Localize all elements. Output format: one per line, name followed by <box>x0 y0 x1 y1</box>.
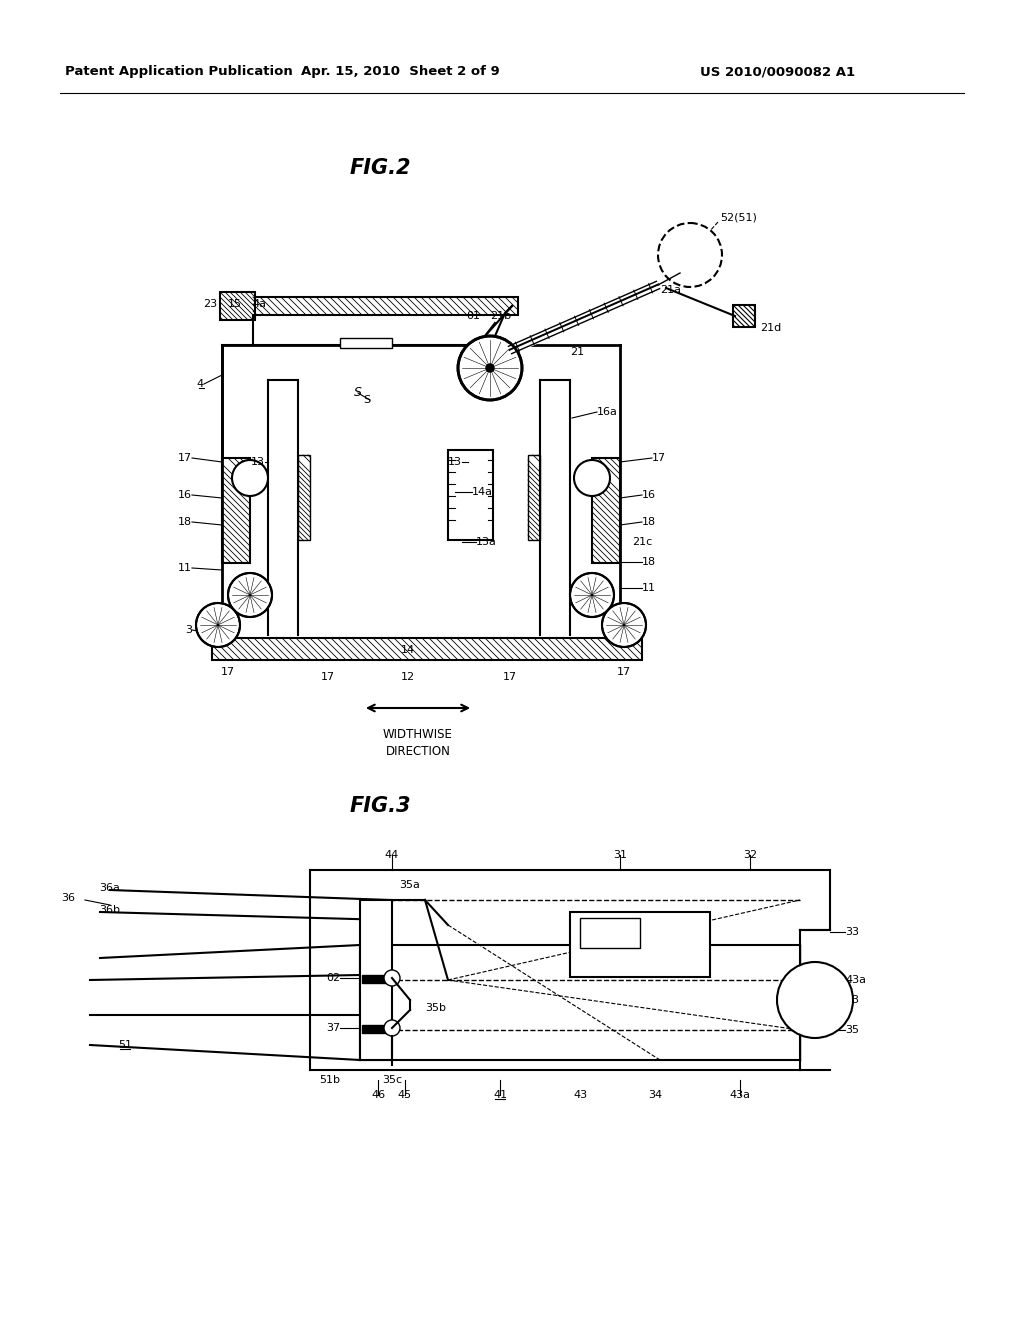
Text: S: S <box>354 385 361 399</box>
Text: 11: 11 <box>642 583 656 593</box>
Circle shape <box>232 459 268 496</box>
Text: 17: 17 <box>178 453 193 463</box>
Text: 53: 53 <box>845 995 859 1005</box>
Text: 21c: 21c <box>632 537 652 546</box>
Polygon shape <box>212 638 642 660</box>
Text: WIDTHWISE: WIDTHWISE <box>383 729 453 741</box>
Text: 43: 43 <box>573 1090 587 1100</box>
Polygon shape <box>592 458 620 564</box>
Text: 51: 51 <box>118 1040 132 1049</box>
Bar <box>340 338 392 348</box>
Text: 44: 44 <box>385 850 399 861</box>
Text: FIG.2: FIG.2 <box>349 158 411 178</box>
Polygon shape <box>528 455 540 540</box>
Circle shape <box>574 459 610 496</box>
Text: 51b: 51b <box>319 1074 341 1085</box>
Text: 21d: 21d <box>760 323 781 333</box>
Text: 11: 11 <box>178 564 193 573</box>
Polygon shape <box>222 458 250 564</box>
Polygon shape <box>733 305 755 327</box>
Text: 13: 13 <box>449 457 462 467</box>
Text: 35: 35 <box>845 1026 859 1035</box>
Text: 32: 32 <box>743 850 757 861</box>
Text: US 2010/0090082 A1: US 2010/0090082 A1 <box>700 66 855 78</box>
Text: 45: 45 <box>398 1090 412 1100</box>
Text: Apr. 15, 2010  Sheet 2 of 9: Apr. 15, 2010 Sheet 2 of 9 <box>301 66 500 78</box>
Text: 36: 36 <box>61 894 75 903</box>
Bar <box>449 450 493 540</box>
Text: 41: 41 <box>493 1090 507 1100</box>
Text: 18: 18 <box>178 517 193 527</box>
Text: 34: 34 <box>648 1090 663 1100</box>
Polygon shape <box>220 292 255 319</box>
Text: 18: 18 <box>642 557 656 568</box>
Text: Patent Application Publication: Patent Application Publication <box>65 66 293 78</box>
Circle shape <box>570 573 614 616</box>
Text: 36b: 36b <box>99 906 120 915</box>
Text: 52(51): 52(51) <box>720 213 757 223</box>
Text: 13a: 13a <box>476 537 497 546</box>
Text: 14a: 14a <box>472 487 493 498</box>
Text: 43: 43 <box>598 940 612 950</box>
Text: 23: 23 <box>203 300 217 309</box>
Text: 35a: 35a <box>399 880 421 890</box>
Text: 12: 12 <box>401 672 415 682</box>
Text: 21b: 21b <box>490 312 511 321</box>
Text: 17: 17 <box>503 672 517 682</box>
Text: 33: 33 <box>845 927 859 937</box>
Text: 4a: 4a <box>252 300 266 309</box>
Bar <box>580 917 640 948</box>
Text: 13: 13 <box>251 457 265 467</box>
Circle shape <box>228 573 272 616</box>
Text: 17: 17 <box>221 667 236 677</box>
Text: 4: 4 <box>197 379 204 389</box>
Text: 17: 17 <box>321 672 335 682</box>
Text: 14: 14 <box>401 645 415 655</box>
Text: 21a: 21a <box>660 285 681 294</box>
Text: 36a: 36a <box>99 883 120 894</box>
Text: 31: 31 <box>613 850 627 861</box>
Bar <box>362 975 390 983</box>
Circle shape <box>658 223 722 286</box>
Circle shape <box>777 962 853 1038</box>
Circle shape <box>602 603 646 647</box>
Text: 21: 21 <box>570 347 584 356</box>
Text: 02: 02 <box>326 973 340 983</box>
Text: 16: 16 <box>178 490 193 500</box>
Text: 17: 17 <box>652 453 667 463</box>
Text: 16: 16 <box>642 490 656 500</box>
Polygon shape <box>298 455 310 540</box>
Bar <box>360 900 392 1060</box>
Bar <box>362 1026 390 1034</box>
Text: 37: 37 <box>326 1023 340 1034</box>
Text: 17: 17 <box>616 667 631 677</box>
Circle shape <box>384 970 400 986</box>
Text: FIG.3: FIG.3 <box>349 796 411 816</box>
Circle shape <box>384 1020 400 1036</box>
Circle shape <box>458 337 522 400</box>
Text: 43a: 43a <box>729 1090 751 1100</box>
Bar <box>570 912 710 977</box>
Text: 01: 01 <box>466 312 480 321</box>
Polygon shape <box>253 297 518 315</box>
Text: 35c: 35c <box>382 1074 402 1085</box>
Text: 43a: 43a <box>845 975 866 985</box>
Text: 16a: 16a <box>597 407 617 417</box>
Text: DIRECTION: DIRECTION <box>386 744 451 758</box>
Text: S: S <box>362 395 370 405</box>
Text: 3: 3 <box>185 624 193 635</box>
Text: 18: 18 <box>642 517 656 527</box>
Circle shape <box>196 603 240 647</box>
Text: 15: 15 <box>228 300 242 309</box>
Circle shape <box>486 364 494 372</box>
Text: 46: 46 <box>371 1090 385 1100</box>
Text: 35b: 35b <box>425 1003 446 1012</box>
